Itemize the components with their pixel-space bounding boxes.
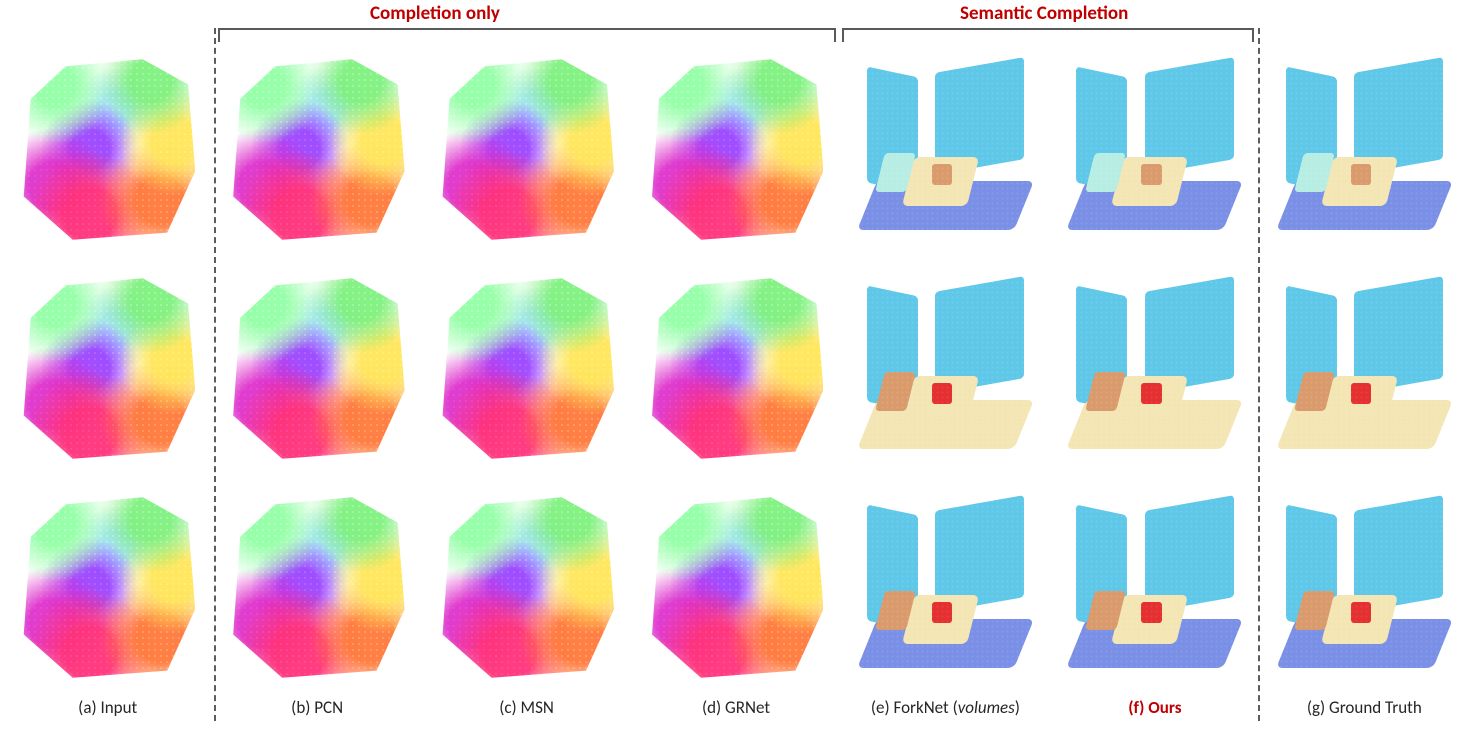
cell-msn-row1	[425, 42, 628, 257]
caption-col-1: (a) Input	[6, 697, 209, 723]
pointcloud-placeholder	[230, 59, 405, 240]
cell-ours-row2	[1053, 261, 1256, 476]
cell-grnet-row2	[634, 261, 837, 476]
cell-gt-row2	[1263, 261, 1466, 476]
caption-col-3: (c) MSN	[425, 697, 628, 723]
cell-msn-row3	[425, 480, 628, 695]
pointcloud-placeholder	[649, 59, 824, 240]
pointcloud-placeholder	[439, 497, 614, 678]
pointcloud-placeholder	[20, 278, 195, 459]
caption-col-6: (f) Ours	[1053, 697, 1256, 723]
cell-pcn-row3	[215, 480, 418, 695]
cell-ours-row1	[1053, 42, 1256, 257]
caption-col-7: (g) Ground Truth	[1263, 697, 1466, 723]
voxel-placeholder	[1279, 499, 1450, 675]
voxel-placeholder	[1069, 280, 1240, 456]
pointcloud-placeholder	[20, 59, 195, 240]
cell-forknet-row1	[844, 42, 1047, 257]
pointcloud-placeholder	[439, 59, 614, 240]
caption-col-2: (b) PCN	[215, 697, 418, 723]
bracket-completion-only	[218, 28, 836, 40]
cell-forknet-row3	[844, 480, 1047, 695]
header-completion-only: Completion only	[370, 2, 500, 25]
voxel-placeholder	[860, 61, 1031, 237]
pointcloud-placeholder	[230, 497, 405, 678]
cell-grnet-row3	[634, 480, 837, 695]
cell-msn-row2	[425, 261, 628, 476]
pointcloud-placeholder	[649, 497, 824, 678]
cell-ours-row3	[1053, 480, 1256, 695]
cell-pcn-row1	[215, 42, 418, 257]
pointcloud-placeholder	[439, 278, 614, 459]
figure-grid	[6, 42, 1466, 695]
caption-row: (a) Input(b) PCN (c) MSN(d) GRNet (e) Fork…	[6, 697, 1466, 723]
cell-pcn-row2	[215, 261, 418, 476]
figure-container: Completion only Semantic Completion (a) …	[0, 0, 1472, 729]
voxel-placeholder	[1069, 61, 1240, 237]
pointcloud-placeholder	[20, 497, 195, 678]
voxel-placeholder	[1279, 280, 1450, 456]
cell-input-row2	[6, 261, 209, 476]
voxel-placeholder	[1069, 499, 1240, 675]
cell-forknet-row2	[844, 261, 1047, 476]
bracket-semantic-completion	[842, 28, 1254, 40]
pointcloud-placeholder	[230, 278, 405, 459]
caption-col-5: (e) ForkNet (volumes)	[844, 697, 1047, 723]
voxel-placeholder	[860, 280, 1031, 456]
header-row: Completion only Semantic Completion	[0, 2, 1472, 28]
cell-input-row1	[6, 42, 209, 257]
voxel-placeholder	[860, 499, 1031, 675]
caption-col-4: (d) GRNet	[634, 697, 837, 723]
cell-grnet-row1	[634, 42, 837, 257]
voxel-placeholder	[1279, 61, 1450, 237]
cell-gt-row3	[1263, 480, 1466, 695]
header-semantic-completion: Semantic Completion	[960, 2, 1128, 25]
pointcloud-placeholder	[649, 278, 824, 459]
cell-input-row3	[6, 480, 209, 695]
cell-gt-row1	[1263, 42, 1466, 257]
